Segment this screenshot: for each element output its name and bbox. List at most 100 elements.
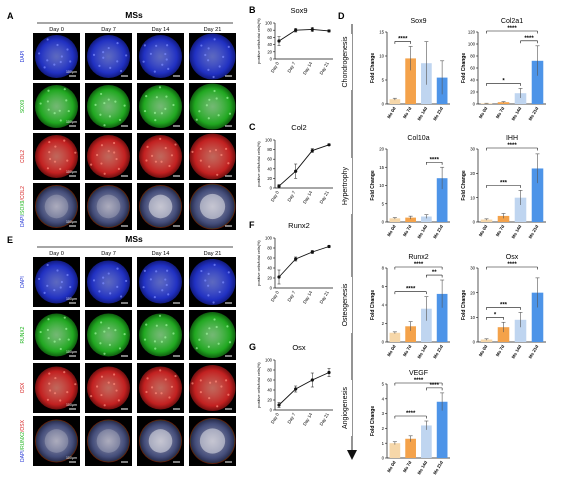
speckle [63,371,66,374]
bar [497,215,510,222]
x-tick-label: Ms 7d [402,106,413,120]
spheroid [189,33,236,80]
speckle [114,328,117,332]
y-tick-label: 8 [382,266,385,271]
speckle [99,92,103,96]
x-tick-label: Day 14 [302,61,314,76]
day-label: Day 21 [204,27,222,33]
y-tick-label: 40 [267,266,272,271]
y-axis-label: positive cells/total cells(%) [256,18,261,64]
scale-bar-label: 100μm [66,220,77,224]
speckle [102,282,105,285]
merged-core [44,429,69,453]
speckle [191,382,194,385]
speckle [46,100,49,103]
speckle [59,60,62,64]
bar-chart-vegf: VEGF 0 1 2 3 4 5 Fold Change Ms 0d Ms 7d Ms 14d Ms … [370,370,450,475]
speckle [107,150,110,153]
speckle [48,382,51,385]
bar-charts: Chondrogenesis Hypertrophy Osteogenesis Ang… [342,18,546,475]
speckle [59,399,62,402]
bar [405,217,416,222]
merged-core [96,194,121,219]
speckle [228,112,232,115]
speckle [113,151,116,154]
y-tick-label: 5 [382,382,385,387]
speckle [107,46,110,50]
y-tick-label: 60 [267,378,272,383]
x-tick-label: Ms 14d [511,224,523,240]
speckle [54,376,57,380]
bar-chart-ihh: IHH 0 10 20 30 Fold Change Ms 0d Ms 7d Ms 14d Ms … [461,135,546,239]
speckle [145,95,148,98]
speckle [143,109,147,113]
bar [480,339,493,342]
speckle [149,52,152,55]
y-tick-label: 120 [468,30,476,35]
x-tick-label: Day 0 [270,61,280,74]
speckle [215,325,218,329]
speckle [142,60,145,63]
speckle [161,63,164,66]
speckle [90,395,93,398]
y-axis-label: Fold Change [370,290,376,320]
sig-label: ** [432,270,437,276]
y-tick-label: 0 [473,102,476,107]
x-tick-label: Day 7 [286,290,296,303]
x-tick-label: Ms 0d [386,106,397,120]
speckle [209,381,212,384]
speckle [116,60,119,63]
speckle [207,345,210,348]
speckle [224,379,228,382]
spheroid [35,366,78,410]
speckle [216,405,219,408]
speckle [47,337,50,340]
speckle [208,98,211,101]
y-tick-label: 0 [382,456,385,461]
spheroid [139,35,182,78]
y-tick-label: 0 [270,286,273,291]
section-label: Angiogenesis [342,386,349,429]
y-tick-label: 40 [470,78,475,83]
speckle [150,386,154,389]
x-tick-label: Ms 14d [416,344,428,360]
row-label-part: /RUNX2 [20,432,26,451]
chart-title: VEGF [409,370,428,377]
speckle [119,69,123,73]
speckle [69,285,72,289]
speckle [58,338,61,341]
speckle [218,290,221,294]
sig-label: * [494,312,497,318]
x-tick-label: Ms 0d [386,460,397,474]
merged-core [96,429,121,453]
day-label: Day 0 [49,27,64,33]
row-label-part: /OSX [20,419,26,432]
data-point [327,244,331,249]
speckle [48,151,51,154]
panel-letter: G [249,342,256,352]
sig-label: **** [414,262,424,268]
bar [497,327,510,342]
y-tick-label: 15 [379,165,384,170]
speckle [46,263,49,267]
speckle [125,54,128,57]
speckle [220,153,223,157]
speckle [102,51,105,54]
row-label: DAPI/SOX9/COL2 [20,186,26,227]
speckle [116,267,119,270]
sig-label: **** [507,26,517,32]
speckle [205,104,208,107]
x-tick-label: Ms 0d [478,344,489,358]
y-tick-label: 0 [270,408,273,413]
speckle [65,327,68,330]
speckle [164,52,167,56]
speckle [59,286,62,289]
speckle [212,75,215,79]
speckle [213,263,216,266]
bar [514,197,527,222]
day-label: Day 14 [152,27,170,33]
spheroid [189,259,236,305]
x-tick-label: Ms 7d [495,106,506,120]
chart-title: Runx2 [288,221,310,230]
chart-title: Sox9 [290,6,307,15]
